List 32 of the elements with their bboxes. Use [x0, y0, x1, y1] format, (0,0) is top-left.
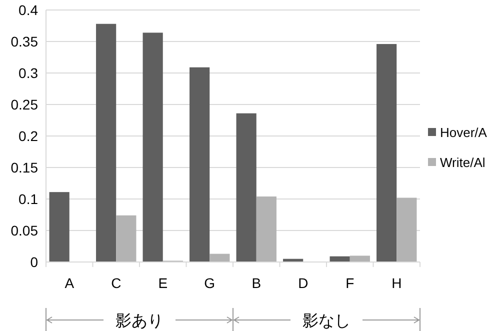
- x-tick-label: E: [158, 275, 168, 291]
- x-tick-label: C: [111, 275, 122, 291]
- bar: [142, 32, 163, 262]
- bar: [210, 254, 230, 262]
- bar: [350, 256, 370, 262]
- y-tick-label: 0.35: [10, 34, 38, 50]
- x-tick-label: D: [298, 275, 308, 291]
- y-tick-label: 0.1: [18, 191, 38, 207]
- y-tick-label: 0.05: [10, 222, 38, 238]
- y-tick-label: 0.25: [10, 96, 38, 112]
- text: 影あり: [116, 313, 164, 330]
- bar: [396, 198, 417, 262]
- x-tick-label: B: [252, 275, 262, 291]
- legend-label: Hover/A: [440, 125, 488, 140]
- bar: [256, 196, 276, 262]
- text: 影なし: [302, 313, 350, 330]
- bar: [116, 215, 136, 262]
- x-tick-label: A: [64, 275, 75, 291]
- bar: [96, 24, 116, 262]
- bar: [190, 67, 210, 262]
- y-tick-label: 0.3: [18, 65, 38, 81]
- y-tick-label: 0.2: [18, 128, 38, 144]
- x-tick-label: G: [204, 275, 216, 291]
- y-tick-label: 0: [30, 254, 38, 270]
- bar: [376, 44, 397, 262]
- y-tick-label: 0.4: [18, 2, 38, 18]
- y-tick-label: 0.15: [10, 160, 38, 176]
- bar: [49, 192, 70, 262]
- x-tick-label: H: [392, 275, 402, 291]
- bar: [236, 113, 256, 262]
- legend-label: Write/Al: [440, 155, 486, 170]
- x-tick-label: F: [346, 275, 354, 291]
